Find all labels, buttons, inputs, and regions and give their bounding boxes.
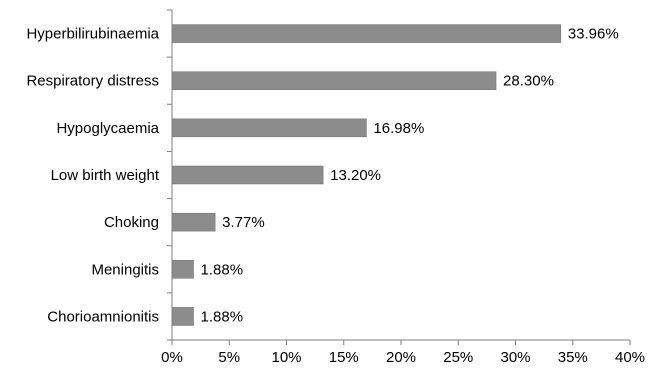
data-labels: 33.96% 28.30% 16.98% 13.20% 3.77% 1.88% 1.88% (201, 26, 619, 326)
category-label: Chorioamnionitis (47, 308, 159, 325)
bars-group (171, 24, 562, 326)
x-tick-label: 0% (161, 349, 183, 366)
bar-chorioamnionitis (171, 307, 194, 326)
bar-meningitis (171, 260, 194, 279)
x-tick-label: 35% (558, 349, 588, 366)
bar-hyperbilirubinaemia (171, 24, 562, 43)
data-label: 28.30% (503, 73, 554, 90)
bar-hypoglycaemia (171, 118, 367, 138)
data-label: 33.96% (568, 26, 619, 43)
x-tick-label: 15% (329, 349, 359, 366)
data-label: 1.88% (201, 261, 244, 278)
data-label: 3.77% (222, 214, 265, 231)
data-label: 16.98% (373, 120, 424, 137)
x-tick-label: 40% (615, 349, 645, 366)
x-tick-label: 5% (218, 349, 240, 366)
x-tick-label: 25% (443, 349, 473, 366)
data-label: 1.88% (201, 308, 244, 325)
category-label: Choking (104, 214, 159, 231)
category-labels: Hyperbilirubinaemia Respiratory distress H… (26, 26, 159, 326)
x-tick-label: 30% (500, 349, 530, 366)
category-label: Hyperbilirubinaemia (26, 26, 159, 43)
category-label: Hypoglycaemia (56, 120, 159, 137)
bar-respiratory-distress (171, 71, 497, 90)
x-tick-labels: 0% 5% 10% 15% 20% 25% 30% 35% 40% (161, 349, 645, 366)
data-label: 13.20% (330, 167, 381, 184)
category-label: Respiratory distress (26, 73, 159, 90)
x-tick-label: 20% (386, 349, 416, 366)
bar-low-birth-weight (171, 165, 324, 185)
bar-choking (171, 212, 216, 232)
category-label: Low birth weight (51, 167, 160, 184)
axes (167, 9, 631, 345)
x-tick-label: 10% (271, 349, 301, 366)
category-label: Meningitis (91, 261, 159, 278)
